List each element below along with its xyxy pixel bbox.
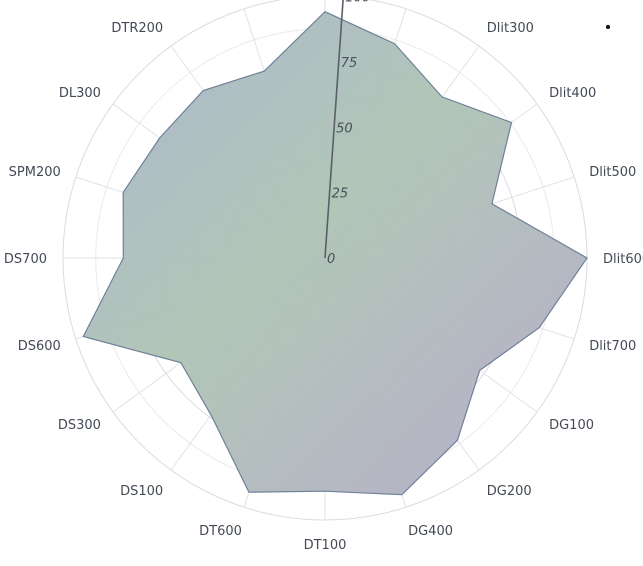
category-label-dlit300: Dlit300 bbox=[487, 21, 534, 36]
category-label-spm200: SPM200 bbox=[9, 165, 61, 180]
radial-tick-label: 25 bbox=[332, 187, 349, 202]
radial-tick-label: 75 bbox=[341, 56, 358, 71]
category-label-dlit400: Dlit400 bbox=[549, 86, 596, 101]
category-label-dl300: DL300 bbox=[59, 86, 101, 101]
category-label-dt100: DT100 bbox=[304, 538, 347, 553]
category-label-ds100: DS100 bbox=[120, 484, 163, 499]
category-label-dlit500: Dlit500 bbox=[589, 165, 636, 180]
category-label-dtr200: DTR200 bbox=[111, 21, 163, 36]
category-label-dg200: DG200 bbox=[487, 484, 532, 499]
category-label-dt600: DT600 bbox=[199, 524, 242, 539]
category-label-ds700: DS700 bbox=[4, 252, 47, 267]
radial-tick-label: 50 bbox=[336, 121, 353, 136]
category-label-ds600: DS600 bbox=[18, 339, 61, 354]
category-label-dg100: DG100 bbox=[549, 418, 594, 433]
category-label-dg400: DG400 bbox=[408, 524, 453, 539]
corner-dot bbox=[606, 25, 610, 29]
radial-tick-label: 0 bbox=[327, 252, 335, 267]
category-label-dlit600: Dlit600 bbox=[603, 252, 643, 267]
category-label-ds300: DS300 bbox=[58, 418, 101, 433]
radial-tick-label: 100 bbox=[345, 0, 370, 6]
category-label-dlit700: Dlit700 bbox=[589, 339, 636, 354]
